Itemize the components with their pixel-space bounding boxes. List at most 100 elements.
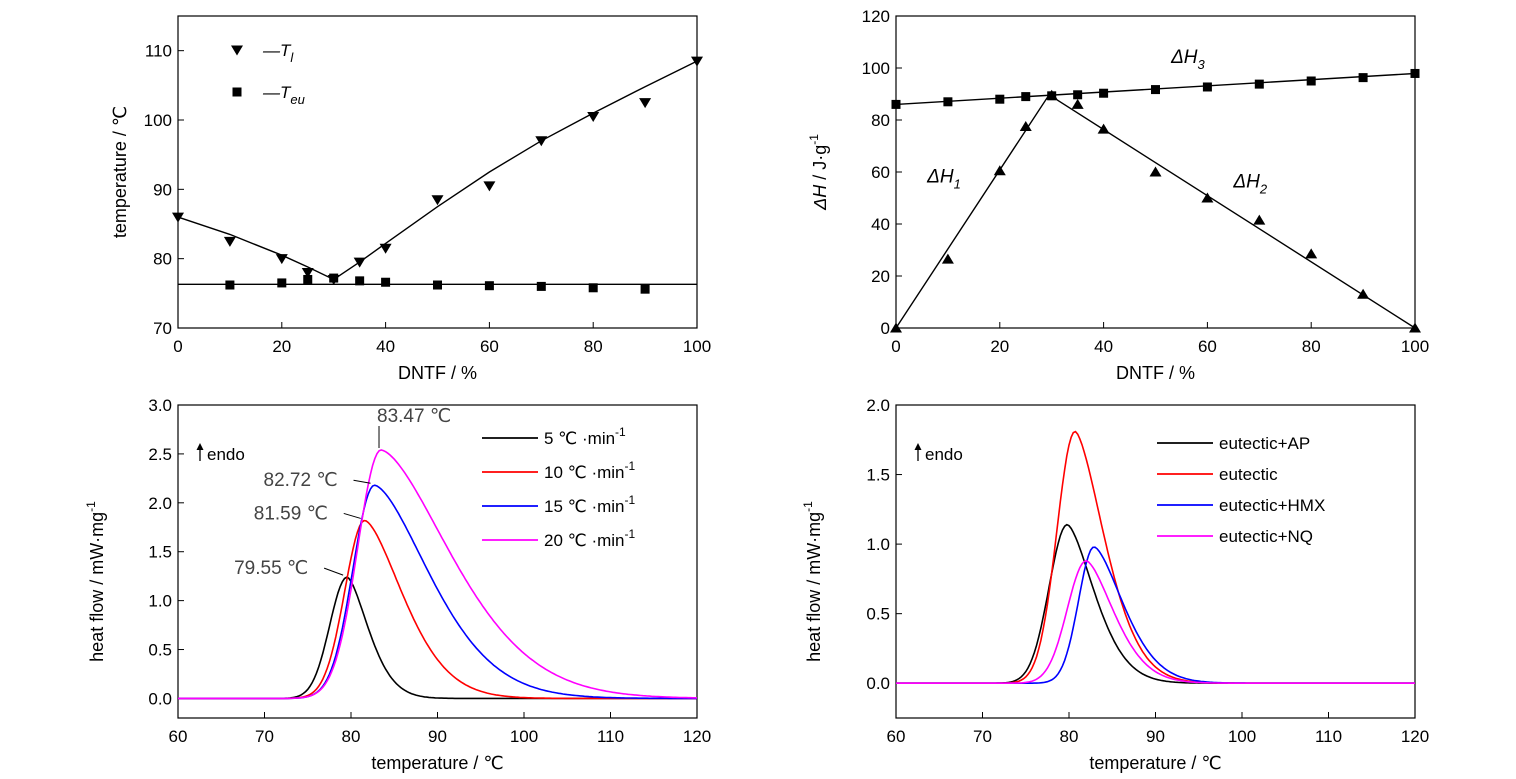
data-point (1071, 98, 1084, 109)
annotation-dh3-sub: 3 (1198, 57, 1206, 72)
endo-label: endo (207, 445, 245, 464)
data-point (353, 257, 366, 268)
y-axis-label: temperature / ℃ (110, 106, 130, 238)
data-point (1253, 214, 1266, 225)
data-point (1097, 123, 1110, 134)
x-tick-label: 80 (342, 727, 361, 746)
x-tick-label: 80 (1302, 337, 1321, 356)
data-point (993, 165, 1006, 176)
legend-label-main: 5 ℃ ·min (544, 429, 615, 448)
data-point (433, 280, 442, 290)
data-point (172, 212, 184, 223)
y-axis-label-rest: / J·g (810, 145, 830, 185)
y-tick-label: 1.5 (866, 466, 890, 485)
legend-marker-liquidus (231, 45, 243, 56)
y-tick-label: 0.5 (148, 641, 172, 660)
y-axis-label: ΔH / J·g-1 (807, 134, 830, 211)
y-tick-label: 0.5 (866, 605, 890, 624)
data-point (355, 276, 365, 286)
annotation-dh1: ΔH1 (926, 166, 961, 191)
y-tick-label: 2.0 (866, 396, 890, 415)
series-line-1 (896, 430, 1415, 684)
legend-label: —Tl (262, 41, 294, 65)
data-point (431, 195, 444, 206)
x-tick-label: 100 (1401, 337, 1429, 356)
legend-label: 5 ℃ ·min-1 (544, 425, 626, 448)
data-point (691, 56, 703, 67)
data-point (891, 99, 901, 109)
fit-line-dh1-dh2 (895, 93, 1416, 329)
panel-heat-flow-mixtures: 60 70 80 90 100 110 120 0.0 0.5 1.0 1.5 2.0 temperat… (801, 396, 1429, 773)
x-axis-label: DNTF / % (1116, 363, 1195, 383)
legend-label-main: —T (262, 83, 292, 102)
x-tick-label: 20 (990, 337, 1009, 356)
x-tick-label: 0 (173, 337, 182, 356)
x-axis-label: temperature / ℃ (1089, 753, 1221, 773)
data-point (640, 284, 650, 294)
peak-label: 81.59 ℃ (254, 503, 328, 524)
x-tick-label: 110 (1315, 727, 1342, 746)
series-line-3 (896, 559, 1415, 684)
endo-label: endo (925, 445, 963, 464)
legend-label-main: eutectic+NQ (1219, 527, 1313, 546)
x-axis-label: DNTF / % (398, 363, 477, 383)
y-axis-label-main: heat flow / mW·mg (87, 512, 107, 662)
panel-heat-flow-heating-rates: 60 70 80 90 100 110 120 0.0 0.5 1.0 1.5 2.0 2.5 3.0 te… (84, 396, 711, 773)
legend-label: eutectic+HMX (1219, 496, 1325, 515)
data-point (639, 98, 652, 109)
data-point (588, 283, 598, 293)
y-axis-label-main: ΔH (810, 184, 830, 211)
x-tick-label: 100 (683, 337, 711, 356)
data-point (277, 278, 287, 288)
annotation-dh3: ΔH3 (1170, 47, 1205, 72)
panel-temperature-vs-dntf: 0 20 40 60 80 100 70 80 90 100 110 DNTF / % temperat… (110, 15, 711, 383)
x-tick-label: 80 (1060, 727, 1079, 746)
legend: 5 ℃ ·min-110 ℃ ·min-115 ℃ ·min-120 ℃ ·mi… (482, 425, 636, 550)
peak-leader-line (353, 479, 371, 484)
data-point (1149, 166, 1162, 177)
data-point (1201, 192, 1214, 203)
fit-line-liquidus (177, 60, 698, 281)
y-tick-label: 110 (145, 42, 172, 61)
data-point (995, 94, 1005, 104)
y-axis-label-sup: -1 (84, 501, 98, 512)
data-point (890, 322, 902, 333)
legend-label: 10 ℃ ·min-1 (544, 459, 636, 482)
legend-label-main: 15 ℃ ·min (544, 497, 625, 516)
series-line-3 (178, 449, 698, 700)
x-tick-label: 70 (973, 727, 992, 746)
y-tick-label: 20 (871, 267, 890, 286)
legend-label-main: eutectic+HMX (1219, 496, 1325, 515)
x-tick-label: 100 (1228, 727, 1256, 746)
data-point (223, 236, 236, 247)
peak-label: 79.55 ℃ (234, 558, 308, 579)
x-tick-label: 60 (1198, 337, 1217, 356)
y-tick-label: 70 (153, 319, 172, 338)
annotation-dh2-sub: 2 (1259, 182, 1268, 197)
y-axis-label: heat flow / mW·mg-1 (801, 501, 824, 662)
data-point (379, 243, 392, 254)
legend-marker-eutectic (232, 87, 242, 97)
data-point (941, 253, 954, 264)
y-axis-label: heat flow / mW·mg-1 (84, 501, 107, 662)
x-tick-label: 70 (255, 727, 274, 746)
peak-label: 82.72 ℃ (264, 470, 338, 491)
data-point (1202, 82, 1212, 92)
data-point (1410, 68, 1420, 78)
data-point (1306, 76, 1316, 86)
legend-label: eutectic+NQ (1219, 527, 1313, 546)
x-tick-label: 60 (887, 727, 906, 746)
data-point (225, 280, 235, 290)
y-tick-label: 2.5 (148, 445, 172, 464)
y-tick-label: 80 (871, 111, 890, 130)
x-tick-label: 90 (428, 727, 447, 746)
x-axis-label: temperature / ℃ (371, 753, 503, 773)
endo-arrowhead-icon (196, 443, 204, 450)
data-point (1021, 92, 1031, 102)
y-tick-label: 0.0 (866, 674, 890, 693)
legend-label: 20 ℃ ·min-1 (544, 527, 636, 550)
y-tick-label: 40 (871, 215, 890, 234)
annotation-dh1-sub: 1 (954, 176, 961, 191)
legend-label-main: 20 ℃ ·min (544, 531, 625, 550)
data-point (483, 181, 496, 192)
